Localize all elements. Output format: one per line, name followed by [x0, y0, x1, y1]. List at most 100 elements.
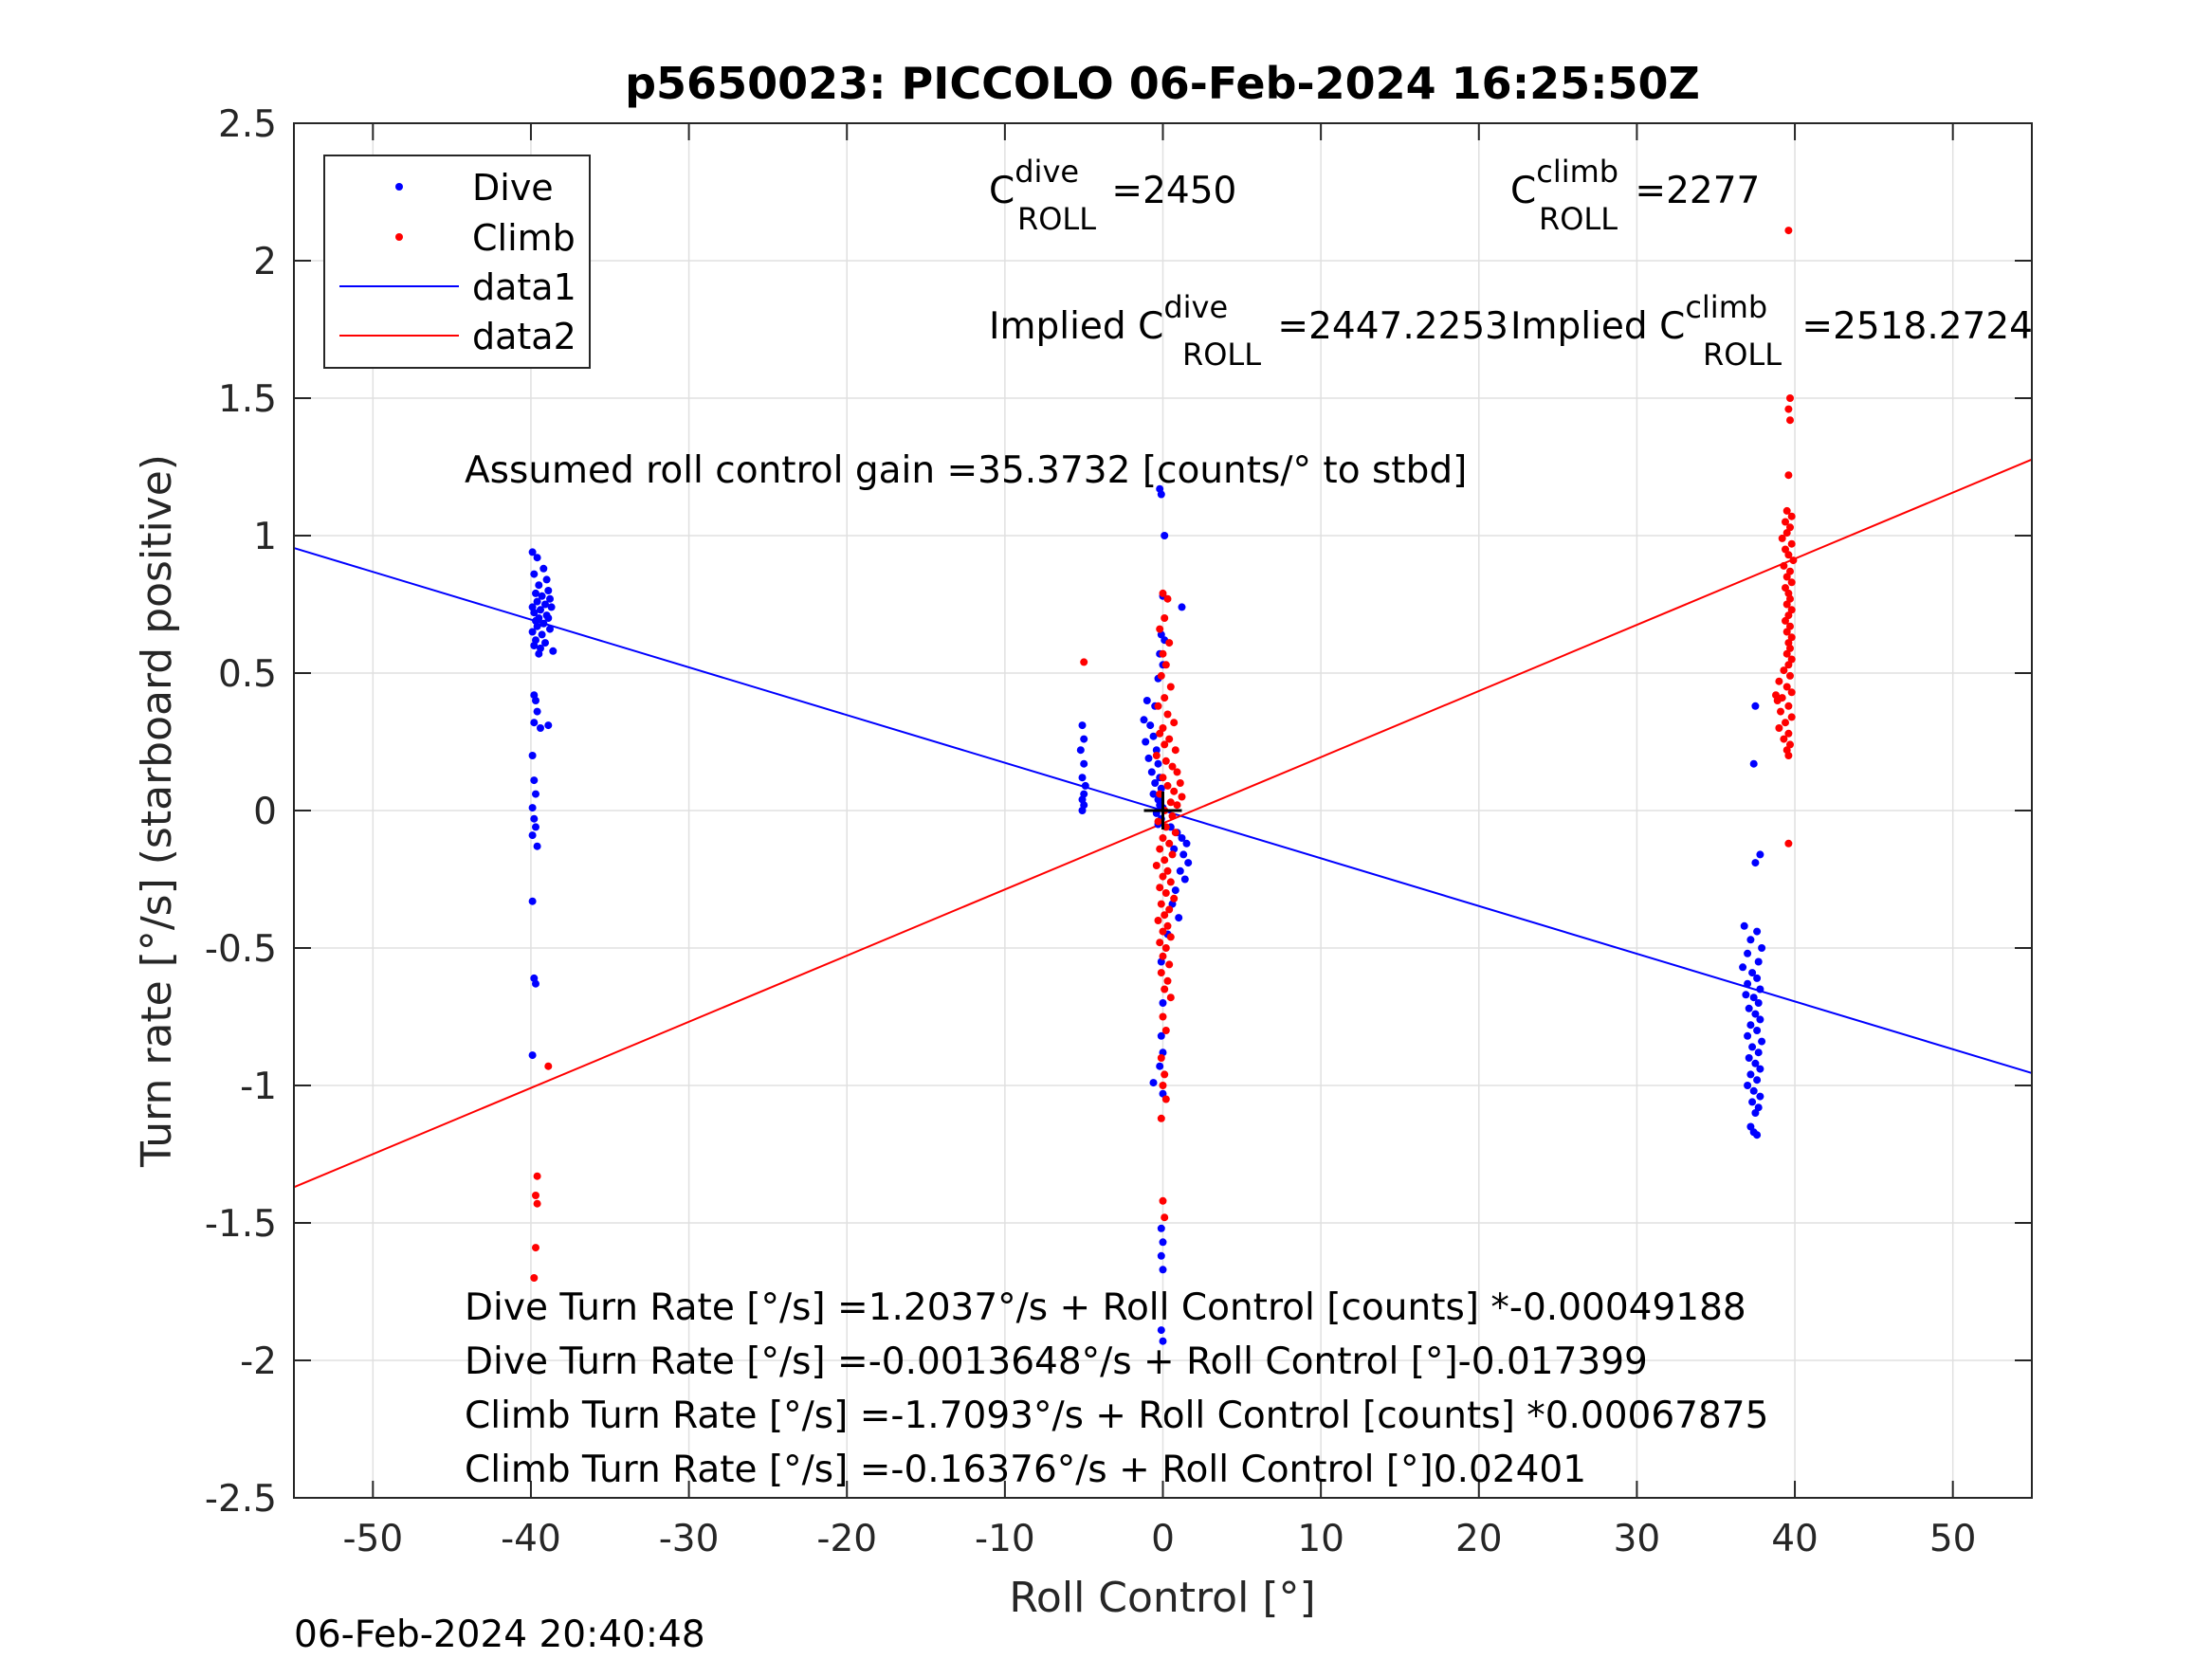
legend-label-data1: data1 [472, 266, 576, 308]
climb-point [1156, 625, 1164, 633]
dive-point [1078, 774, 1087, 782]
climb-point [533, 1172, 541, 1180]
climb-point [1168, 850, 1177, 859]
implied-dive-annotation: Implied Cdive ROLL =2447.2253 [989, 289, 1508, 373]
dive-point [1756, 1015, 1764, 1024]
dive-point [1744, 979, 1752, 988]
dive-point [1157, 1326, 1165, 1335]
dive-point [538, 630, 546, 639]
x-tick-label: -20 [816, 1518, 877, 1560]
climb-point [1159, 1082, 1167, 1089]
y-tick-label: -2 [240, 1340, 277, 1383]
implied-dive-value: =2447.2253 [1266, 305, 1508, 348]
dive-point [1751, 859, 1760, 867]
climb-point [1159, 1012, 1167, 1021]
climb-point [1176, 779, 1184, 787]
climb-point [1775, 677, 1783, 685]
c-climb-value: =2277 [1623, 170, 1760, 212]
climb-point [1161, 757, 1170, 765]
center-marker [1143, 792, 1182, 830]
climb-point [1080, 658, 1088, 666]
climb-point [1166, 878, 1175, 886]
climb-point [1782, 649, 1791, 658]
dive-point [528, 897, 537, 905]
dive-point [1171, 886, 1179, 895]
dive-point [1744, 1082, 1752, 1089]
x-tick-label: -10 [975, 1518, 1035, 1560]
climb-point [1163, 710, 1172, 719]
climb-point [1786, 594, 1794, 603]
dive-point [528, 628, 537, 636]
climb-point [1786, 671, 1794, 680]
dive-point [533, 842, 541, 850]
climb-point [1789, 556, 1798, 565]
dive-point [1152, 746, 1161, 755]
climb-point [1165, 960, 1174, 969]
dive-point [533, 707, 541, 716]
c-dive-base: C [989, 170, 1015, 212]
dive-point [1749, 1086, 1758, 1095]
climb-point [1787, 512, 1796, 520]
climb-point [1173, 768, 1181, 776]
climb-point [1784, 752, 1793, 759]
dive-point [1140, 716, 1148, 724]
climb-point [1161, 1095, 1170, 1103]
climb-point [1780, 735, 1788, 743]
y-tick-label: 2.5 [218, 103, 277, 146]
climb-point [530, 1274, 539, 1282]
dive-point [1751, 702, 1760, 710]
climb-point [1168, 762, 1177, 771]
dive-point [1748, 969, 1757, 977]
climb-point [1159, 952, 1167, 960]
dive-point [1078, 721, 1087, 730]
dive-point [1159, 1238, 1167, 1247]
dive-point [546, 594, 554, 603]
climb-point [544, 1062, 553, 1070]
y-tick-label: -0.5 [205, 928, 277, 971]
dive-point [1753, 1027, 1762, 1034]
dive-point [1742, 991, 1750, 999]
legend-marker-climb [395, 233, 403, 241]
climb-point [1152, 752, 1161, 759]
implied-dive-sub: ROLL [1182, 337, 1261, 373]
dive-point [546, 625, 554, 633]
dive-point [1746, 1122, 1755, 1131]
dive-point [530, 719, 539, 727]
dive-point [1745, 1054, 1753, 1062]
legend-label-dive: Dive [472, 167, 554, 209]
implied-dive-prefix: Implied C [989, 305, 1163, 348]
climb-point [1159, 834, 1167, 842]
climb-point [1786, 740, 1794, 749]
dive-point [1149, 790, 1158, 798]
climb-point [1784, 611, 1793, 620]
climb-point [1782, 616, 1789, 625]
timestamp: 06-Feb-2024 20:40:48 [294, 1613, 705, 1656]
y-axis-label: Turn rate [°/s] (starboard positive) [133, 454, 181, 1168]
dive-point [528, 804, 537, 812]
dive-point [530, 609, 539, 617]
x-tick-label: 40 [1771, 1518, 1819, 1560]
dive-point [532, 697, 539, 704]
climb-point [1787, 606, 1796, 614]
x-tick-label: -40 [501, 1518, 561, 1560]
climb-point [1786, 567, 1794, 575]
dive-point [535, 581, 543, 590]
dive-point [542, 575, 551, 584]
climb-point [1154, 917, 1162, 924]
dive-point [1756, 985, 1764, 994]
dive-point [528, 1051, 537, 1060]
y-tick-label: -1.5 [205, 1203, 277, 1246]
dive-point [533, 554, 541, 562]
climb-point [1165, 639, 1174, 647]
dive-point [1751, 1109, 1760, 1117]
chart-title: p5650023: PICCOLO 06-Feb-2024 16:25:50Z [625, 58, 1700, 109]
climb-point [1161, 856, 1169, 865]
y-tick-label: -2.5 [205, 1478, 277, 1521]
dive-point [1149, 732, 1158, 740]
climb-point [1154, 702, 1162, 710]
climb-point [1163, 781, 1172, 790]
dive-point [1159, 999, 1167, 1007]
climb-point [1161, 694, 1169, 702]
climb-point [1171, 829, 1179, 837]
climb-point [1171, 746, 1179, 755]
